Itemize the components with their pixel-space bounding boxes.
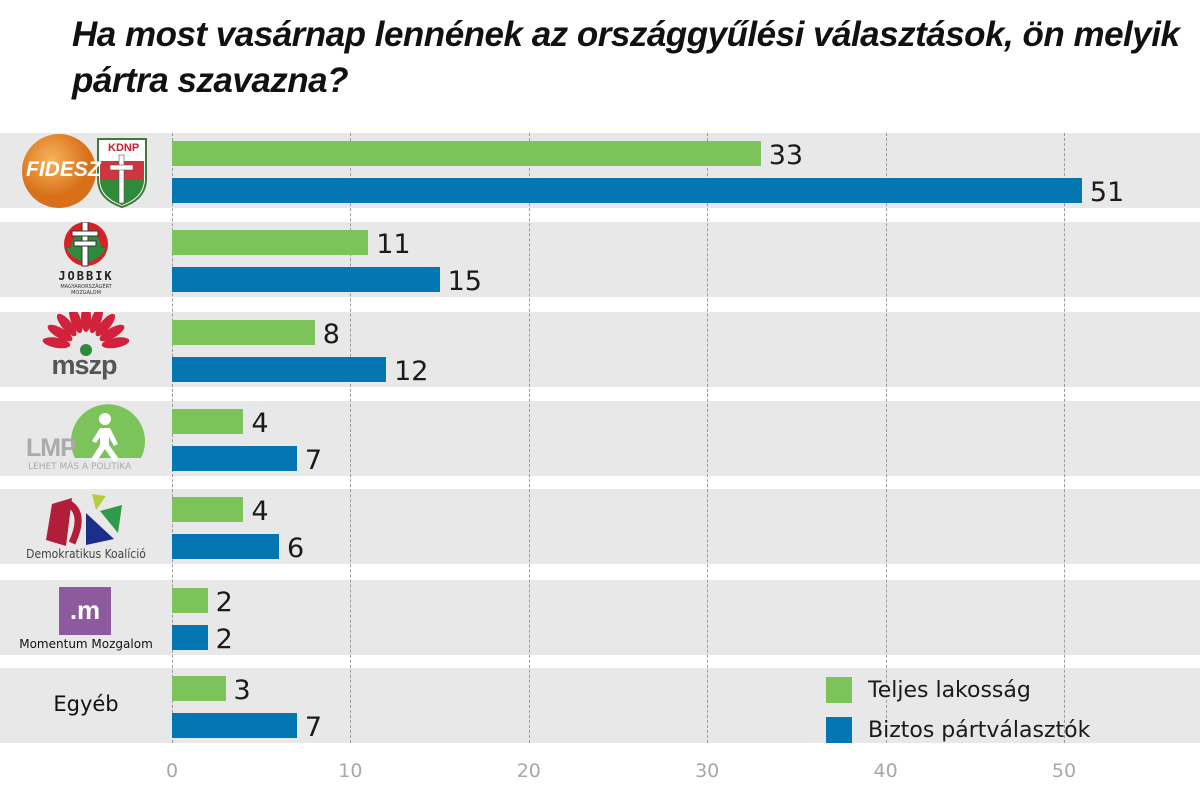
label-other: Egyéb	[0, 668, 172, 743]
bar-teljes	[172, 409, 244, 434]
value-label: 7	[304, 712, 323, 743]
logo-jobbik: JOBBIK MAGYARORSZÁGÉRT MOZGALOM	[0, 221, 172, 297]
legend-swatch-biztos	[826, 717, 852, 743]
gridline	[350, 133, 352, 743]
bar-biztos	[172, 713, 297, 738]
legend-swatch-teljes	[826, 677, 852, 703]
bar-biztos	[172, 267, 440, 292]
jobbik-label: JOBBIK	[58, 269, 114, 283]
kdnp-label: KDNP	[108, 142, 140, 154]
logo-lmp: LMP LEHET MÁS A POLITIKA	[0, 401, 172, 476]
value-label: 2	[215, 624, 233, 655]
jobbik-sub2: MOZGALOM	[71, 290, 101, 296]
dk-logo-icon	[46, 494, 122, 546]
gridline	[707, 133, 709, 743]
logo-momentum: .m Momentum Mozgalom	[0, 580, 172, 655]
gridline	[1064, 133, 1065, 743]
x-tick-label: 30	[695, 760, 720, 782]
value-label: 2	[215, 587, 233, 618]
value-label: 3	[233, 675, 251, 706]
value-label: 12	[394, 356, 429, 387]
bar-biztos	[172, 625, 208, 650]
gridline	[172, 133, 173, 743]
bar-biztos	[172, 357, 387, 382]
logo-fidesz-kdnp: FIDESZ KDNP	[0, 133, 172, 209]
value-label: 33	[768, 140, 804, 171]
value-label: 11	[376, 229, 411, 260]
lmp-label: LMP	[26, 434, 77, 462]
x-tick-label: 20	[516, 760, 541, 782]
momentum-mark-icon: .m	[59, 587, 111, 635]
value-label: 4	[251, 496, 269, 527]
value-label: 4	[251, 408, 269, 439]
x-tick-label: 10	[338, 760, 363, 782]
dk-label: Demokratikus Koalíció	[26, 547, 146, 561]
bar-teljes	[172, 588, 208, 613]
logo-mszp: mszp	[0, 304, 172, 387]
bar-teljes	[172, 320, 315, 345]
other-label: Egyéb	[53, 692, 119, 716]
fidesz-kdnp-logo-icon	[22, 134, 147, 209]
momentum-label: Momentum Mozgalom	[19, 637, 153, 651]
logo-dk: Demokratikus Koalíció	[0, 489, 172, 564]
value-label: 6	[287, 533, 305, 564]
gridline	[885, 133, 887, 743]
x-tick-label: 0	[165, 760, 179, 782]
bar-teljes	[172, 497, 244, 522]
value-label: 8	[322, 319, 340, 350]
gridline	[528, 133, 530, 743]
x-tick-label: 40	[873, 760, 898, 782]
bar-teljes	[172, 230, 369, 255]
bar-teljes	[172, 676, 226, 701]
x-tick-label: 50	[1051, 760, 1077, 782]
bar-biztos	[172, 534, 280, 559]
jobbik-sub1: MAGYARORSZÁGÉRT	[60, 284, 112, 290]
jobbik-logo-icon	[64, 221, 108, 267]
bar-biztos	[172, 178, 1082, 203]
mszp-label: mszp	[51, 350, 117, 380]
bar-biztos	[172, 446, 297, 471]
lmp-sub: LEHET MÁS A POLITIKA	[28, 462, 132, 472]
value-label: 51	[1089, 177, 1125, 208]
value-label: 7	[304, 445, 323, 476]
lmp-walker-icon	[71, 404, 145, 462]
fidesz-label: FIDESZ	[26, 158, 101, 181]
legend-label-teljes: Teljes lakosság	[868, 678, 1031, 703]
chart-title: Ha most vasárnap lennének az országgyűlé…	[72, 15, 1180, 100]
value-label: 15	[447, 266, 482, 297]
bar-teljes	[172, 141, 761, 166]
legend-label-biztos: Biztos pártválasztók	[868, 718, 1091, 743]
